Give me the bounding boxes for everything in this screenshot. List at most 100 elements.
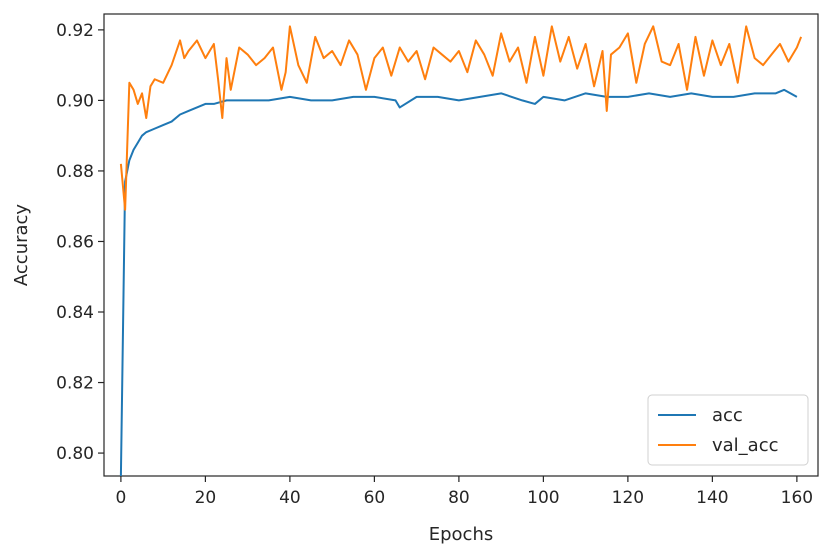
y-tick-label: 0.86 — [56, 232, 94, 252]
data-point-val-acc — [458, 50, 460, 52]
data-point-acc — [796, 96, 798, 98]
data-point-val-acc — [213, 43, 215, 45]
x-tick-label: 60 — [364, 488, 386, 508]
data-point-val-acc — [162, 82, 164, 84]
y-tick-label: 0.82 — [56, 374, 94, 394]
x-tick-label: 0 — [115, 488, 126, 508]
data-point-acc — [775, 93, 777, 95]
data-point-val-acc — [306, 82, 308, 84]
data-point-val-acc — [272, 47, 274, 49]
data-point-val-acc — [331, 50, 333, 52]
data-point-acc — [648, 93, 650, 95]
x-tick-label: 20 — [195, 488, 217, 508]
data-point-acc — [479, 96, 481, 98]
data-point-val-acc — [636, 82, 638, 84]
data-point-acc — [352, 96, 354, 98]
data-point-val-acc — [602, 50, 604, 52]
plot-area — [103, 13, 819, 477]
data-point-acc — [133, 149, 135, 151]
data-point-acc — [179, 114, 181, 116]
data-point-val-acc — [669, 64, 671, 66]
data-point-acc — [500, 93, 502, 95]
data-point-val-acc — [323, 57, 325, 59]
data-point-acc — [783, 89, 785, 91]
data-point-acc — [129, 160, 131, 162]
data-point-val-acc — [150, 85, 152, 87]
data-point-val-acc — [483, 54, 485, 56]
data-point-val-acc — [475, 40, 477, 42]
data-point-val-acc — [754, 57, 756, 59]
data-point-val-acc — [703, 75, 705, 77]
data-point-val-acc — [559, 61, 561, 63]
data-point-val-acc — [619, 47, 621, 49]
legend-box — [647, 394, 809, 466]
data-point-val-acc — [517, 47, 519, 49]
data-point-val-acc — [285, 71, 287, 73]
y-tick-label: 0.92 — [56, 21, 94, 41]
data-point-val-acc — [120, 163, 122, 165]
data-point-val-acc — [399, 47, 401, 49]
x-tick-label: 40 — [279, 488, 301, 508]
data-point-val-acc — [728, 43, 730, 45]
data-point-acc — [690, 93, 692, 95]
data-point-acc — [437, 96, 439, 98]
data-point-acc — [162, 124, 164, 126]
data-point-val-acc — [737, 82, 739, 84]
data-point-acc — [712, 96, 714, 98]
y-tick-label: 0.88 — [56, 162, 94, 182]
legend-label-acc: acc — [712, 405, 743, 426]
data-point-val-acc — [133, 89, 135, 91]
x-tick-label: 160 — [781, 488, 813, 508]
data-point-acc — [627, 96, 629, 98]
data-point-acc — [171, 121, 173, 123]
data-point-acc — [268, 100, 270, 102]
data-point-val-acc — [141, 93, 143, 95]
x-tick-label: 120 — [612, 488, 644, 508]
x-tick-label: 100 — [527, 488, 559, 508]
data-point-val-acc — [771, 54, 773, 56]
data-point-val-acc — [800, 36, 802, 38]
series-line-acc — [119, 88, 798, 477]
data-point-val-acc — [433, 47, 435, 49]
data-point-val-acc — [593, 85, 595, 87]
data-point-val-acc — [247, 54, 249, 56]
data-point-acc — [543, 96, 545, 98]
data-point-val-acc — [129, 82, 131, 84]
data-point-val-acc — [154, 78, 156, 80]
data-point-acc — [395, 100, 397, 102]
legend: acc val_acc — [647, 394, 809, 466]
data-point-val-acc — [796, 47, 798, 49]
data-point-acc — [226, 100, 228, 102]
data-point-val-acc — [205, 57, 207, 59]
data-point-val-acc — [171, 64, 173, 66]
data-point-val-acc — [374, 57, 376, 59]
y-tick-label: 0.90 — [56, 91, 94, 111]
data-point-val-acc — [762, 64, 764, 66]
data-point-acc — [754, 93, 756, 95]
data-point-val-acc — [745, 26, 747, 28]
data-point-val-acc — [467, 71, 469, 73]
data-point-acc — [205, 103, 207, 105]
data-point-val-acc — [357, 54, 359, 56]
legend-label-val-acc: val_acc — [712, 435, 779, 456]
data-point-acc — [374, 96, 376, 98]
data-point-acc — [141, 135, 143, 137]
data-point-val-acc — [145, 117, 147, 119]
data-point-val-acc — [226, 57, 228, 59]
data-point-acc — [213, 103, 215, 105]
data-point-val-acc — [678, 43, 680, 45]
x-tick-label: 80 — [448, 488, 470, 508]
data-point-val-acc — [450, 61, 452, 63]
data-point-val-acc — [137, 103, 139, 105]
data-point-val-acc — [407, 61, 409, 63]
data-point-acc — [534, 103, 536, 105]
data-point-val-acc — [221, 117, 223, 119]
data-point-val-acc — [416, 50, 418, 52]
data-point-acc — [521, 100, 523, 102]
data-point-val-acc — [644, 43, 646, 45]
data-point-val-acc — [652, 26, 654, 28]
data-point-val-acc — [610, 54, 612, 56]
data-point-val-acc — [779, 43, 781, 45]
series-line-val-acc — [119, 25, 803, 211]
